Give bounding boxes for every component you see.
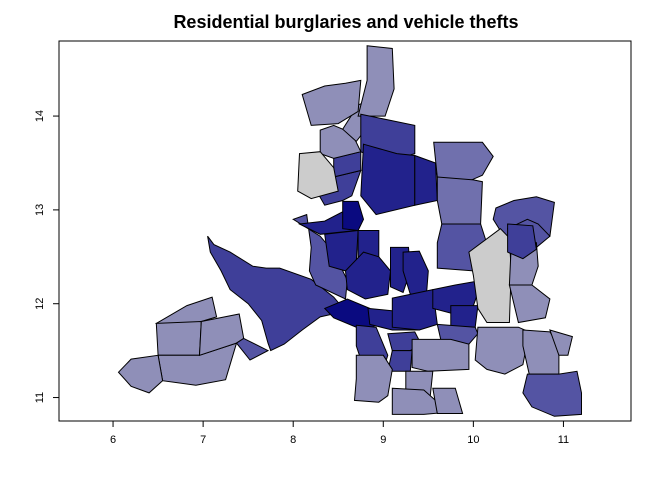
region-4 [117, 354, 164, 394]
region-17 [357, 45, 395, 117]
x-tick-label: 7 [200, 434, 206, 446]
region-20 [360, 143, 416, 216]
region-44 [432, 387, 464, 414]
y-tick-label: 13 [34, 204, 46, 216]
region-40 [411, 338, 470, 372]
y-tick-label: 11 [34, 392, 46, 403]
region-35 [450, 305, 479, 328]
y-tick-label: 14 [34, 110, 46, 122]
region-29 [344, 251, 392, 300]
region-21 [414, 154, 438, 206]
region-48 [474, 326, 530, 375]
region-24 [436, 176, 483, 225]
map-title: Residential burglaries and vehicle theft… [173, 12, 518, 32]
region-47 [508, 284, 551, 324]
x-tick-label: 8 [290, 434, 296, 446]
y-tick-label: 12 [34, 298, 46, 310]
region-7 [207, 235, 347, 352]
regions-layer [117, 45, 582, 417]
region-6 [235, 337, 270, 361]
region-30 [402, 250, 429, 295]
x-tick-label: 10 [467, 434, 479, 446]
region-52 [507, 223, 537, 260]
region-45 [468, 228, 512, 323]
region-10 [342, 200, 365, 232]
x-tick-label: 9 [380, 434, 386, 446]
x-tick-label: 6 [110, 434, 116, 446]
x-tick-label: 11 [558, 434, 569, 446]
region-50 [549, 329, 573, 356]
region-42 [353, 354, 393, 403]
region-18 [301, 79, 362, 126]
region-51 [522, 370, 582, 417]
x-axis: 6 7 8 9 10 11 [110, 421, 569, 446]
plot-frame [58, 40, 632, 422]
y-axis: 11 12 13 14 [34, 110, 59, 403]
region-33 [391, 288, 438, 331]
region-22 [297, 151, 339, 200]
region-2 [155, 320, 202, 356]
region-23 [433, 141, 494, 183]
